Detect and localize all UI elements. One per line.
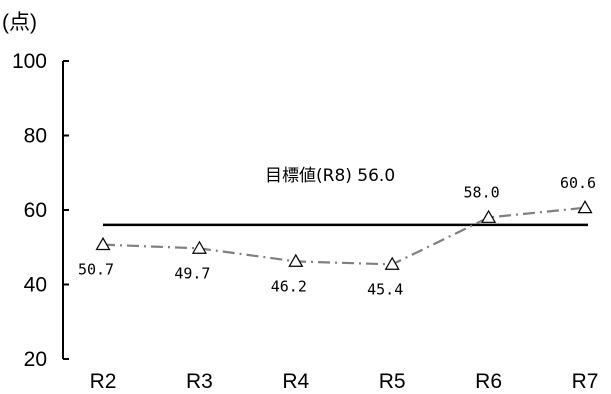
y-axis-unit-label: (点): [2, 11, 37, 34]
x-tick-label: R4: [282, 370, 309, 393]
data-point-marker: [288, 253, 304, 267]
data-point-marker: [481, 209, 497, 223]
y-tick-label: 20: [24, 348, 47, 371]
data-label: 46.2: [271, 277, 307, 295]
x-tick-label: R6: [475, 370, 502, 393]
y-tick-label: 80: [24, 125, 47, 148]
y-tick-label: 60: [24, 199, 47, 222]
data-label: 45.4: [367, 280, 403, 298]
data-point-marker: [95, 236, 111, 251]
y-axis: 20 40 60 80 100: [12, 50, 69, 371]
series-group: 50.7 49.7 46.2 45.4 58.0 60.6: [78, 174, 596, 299]
target-label: 目標値(R8) 56.0: [265, 166, 395, 186]
data-point-marker: [577, 200, 593, 214]
series-line: [102, 206, 586, 266]
y-tick-label: 40: [24, 274, 47, 297]
x-tick-label: R5: [379, 370, 406, 393]
data-label: 58.0: [464, 183, 500, 201]
data-label: 50.7: [78, 261, 114, 279]
data-label: 60.6: [560, 174, 596, 192]
data-point-marker: [384, 256, 400, 270]
x-axis: R2 R3 R4 R5 R6 R7: [90, 370, 599, 393]
y-tick-label: 100: [12, 50, 47, 73]
x-tick-label: R7: [572, 370, 599, 393]
x-tick-label: R2: [90, 370, 117, 393]
data-label: 49.7: [174, 264, 210, 282]
data-point-marker: [191, 240, 207, 254]
x-tick-label: R3: [186, 370, 213, 393]
